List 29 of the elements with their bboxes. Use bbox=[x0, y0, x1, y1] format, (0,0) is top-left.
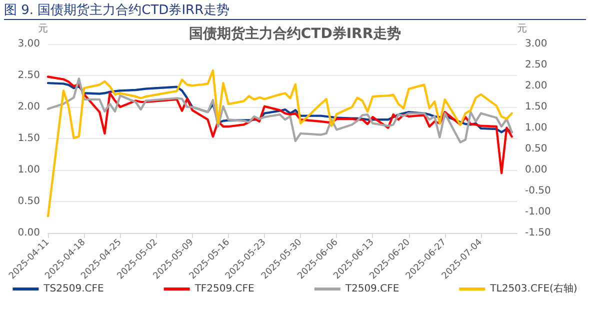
y-tick-label: 0.00 bbox=[18, 228, 40, 238]
y-axis-title: 元 bbox=[38, 24, 48, 34]
y-tick-label: 3.00 bbox=[18, 38, 40, 50]
line-series bbox=[46, 76, 513, 174]
y2-tick-label: 0.00 bbox=[525, 164, 548, 176]
y2-tick-label: 1.50 bbox=[525, 102, 548, 112]
y2-axis-title: 元 bbox=[517, 24, 527, 34]
y2-tick-label: -1.50 bbox=[525, 228, 551, 238]
y-tick-label: 1.00 bbox=[18, 164, 40, 176]
y2-tick-label: 2.50 bbox=[525, 60, 548, 70]
y2-tick-label: 3.00 bbox=[525, 38, 548, 50]
y-tick-label: 2.50 bbox=[18, 70, 40, 81]
y2-tick-label: 1.00 bbox=[525, 122, 548, 134]
legend-label: TL2503.CFE(右轴) bbox=[489, 282, 578, 294]
legend-label: TF2509.CFE bbox=[194, 284, 254, 294]
y2-tick-label: -0.50 bbox=[525, 186, 551, 196]
y2-tick-label: 0.50 bbox=[525, 144, 548, 154]
y-tick-label: 2.00 bbox=[18, 102, 40, 112]
y2-tick-label: -1.00 bbox=[525, 206, 551, 218]
y2-tick-label: 2.00 bbox=[525, 80, 548, 92]
line-series bbox=[46, 82, 513, 134]
line-series bbox=[46, 69, 513, 218]
y-tick-label: 0.50 bbox=[18, 196, 40, 207]
y-tick-label: 1.50 bbox=[18, 133, 40, 144]
chart-title: 国债期货主力合约CTD券IRR走势 bbox=[188, 25, 402, 42]
line-series bbox=[46, 78, 513, 144]
caption: 图 9. 国债期货主力合约CTD券IRR走势 bbox=[4, 3, 230, 18]
legend-label: T2509.CFE bbox=[344, 284, 400, 294]
legend-label: TS2509.CFE bbox=[42, 284, 104, 294]
